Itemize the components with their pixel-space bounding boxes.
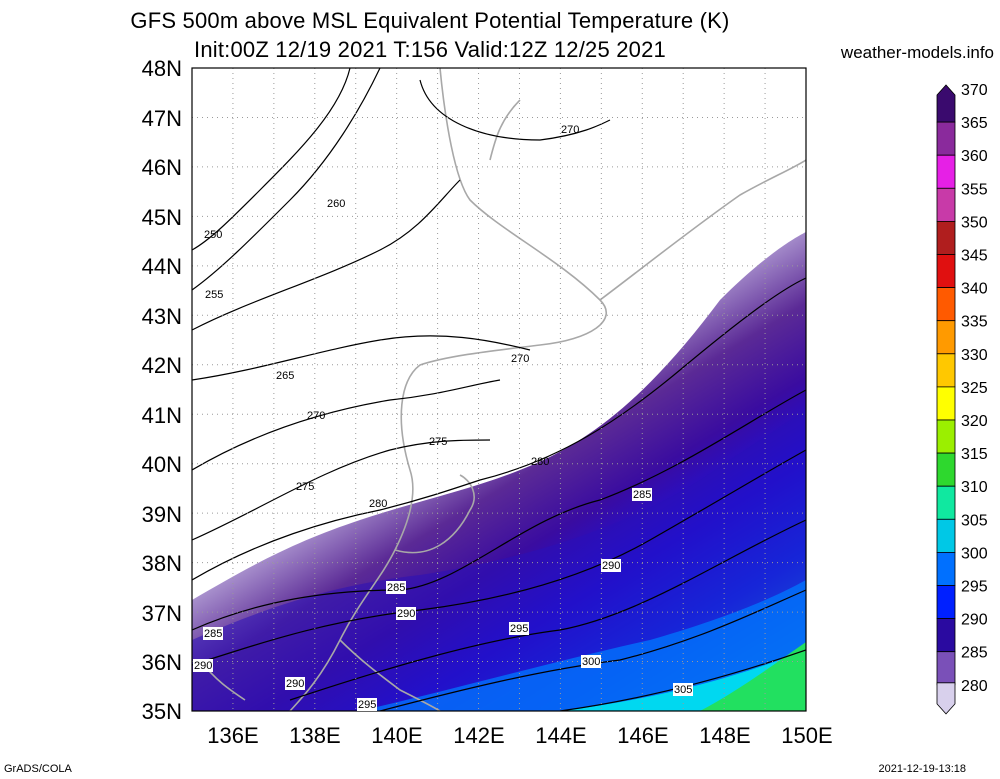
lat-label: 43N xyxy=(142,304,182,329)
graticule xyxy=(192,68,806,711)
colorbar-swatch xyxy=(936,254,956,288)
colorbar-tick-label: 300 xyxy=(961,545,988,562)
contour-label: 290 xyxy=(286,678,304,690)
lat-label: 47N xyxy=(142,106,182,131)
contour-label: 300 xyxy=(582,656,600,668)
contour-label: 290 xyxy=(397,608,415,620)
lat-label: 41N xyxy=(142,403,182,428)
contour-label: 285 xyxy=(387,582,405,594)
contour-label: 265 xyxy=(276,370,294,382)
contour-label: 305 xyxy=(674,684,692,696)
lon-label: 148E xyxy=(699,723,750,748)
colorbar-swatch xyxy=(936,518,956,553)
colorbar-tick-label: 345 xyxy=(961,248,988,265)
site-credit: weather-models.info xyxy=(840,43,994,62)
colorbar-tick-label: 285 xyxy=(961,645,988,662)
contour-label: 280 xyxy=(531,456,549,468)
colorbar-tick-label: 355 xyxy=(961,181,988,198)
colorbar-swatch xyxy=(936,618,956,653)
contours xyxy=(192,68,806,711)
contour-label: 285 xyxy=(204,628,222,640)
colorbar-swatch xyxy=(936,386,956,421)
colorbar-swatch xyxy=(936,353,956,388)
colorbar-swatch xyxy=(936,287,956,322)
colorbar-tick-label: 295 xyxy=(961,579,988,596)
colorbar-swatch xyxy=(936,419,956,454)
colorbar-swatch xyxy=(936,320,956,355)
colorbar-tick-label: 305 xyxy=(961,512,988,529)
lon-label: 144E xyxy=(535,723,586,748)
colorbar-tick-label: 350 xyxy=(961,214,988,231)
lat-label: 37N xyxy=(142,601,182,626)
lon-label: 138E xyxy=(289,723,340,748)
lon-label: 136E xyxy=(207,723,258,748)
colorbar-swatch xyxy=(936,485,956,520)
colorbar-tick-label: 370 xyxy=(961,82,988,99)
contour-label: 250 xyxy=(204,229,222,241)
colorbar-tick-label: 360 xyxy=(961,148,988,165)
lat-label: 35N xyxy=(142,699,182,724)
contour-label: 255 xyxy=(205,289,223,301)
contour-label: 270 xyxy=(511,353,529,365)
colorbar-tick-label: 310 xyxy=(961,479,988,496)
lon-label: 150E xyxy=(781,723,832,748)
lat-label: 38N xyxy=(142,551,182,576)
colorbar-swatch xyxy=(936,682,956,715)
colorbar-swatch xyxy=(936,552,956,586)
lon-label: 142E xyxy=(453,723,504,748)
footer-credit: GrADS/COLA xyxy=(4,763,72,775)
contour-label: 270 xyxy=(307,410,325,422)
colorbar-swatch xyxy=(936,154,956,189)
contour-label: 295 xyxy=(358,699,376,711)
colorbar-swatch xyxy=(936,84,956,123)
colorbar-swatch xyxy=(936,187,956,222)
chart-subtitle: Init:00Z 12/19 2021 T:156 Valid:12Z 12/2… xyxy=(194,37,666,62)
colorbar-tick-label: 280 xyxy=(961,678,988,695)
colorbar-swatch xyxy=(936,651,956,686)
lat-label: 39N xyxy=(142,502,182,527)
footer-timestamp: 2021-12-19-13:18 xyxy=(878,763,966,775)
contour-label: 285 xyxy=(633,489,651,501)
contour-label: 295 xyxy=(510,623,528,635)
contour-label: 290 xyxy=(194,660,212,672)
contour-label: 260 xyxy=(327,198,345,210)
chart-title: GFS 500m above MSL Equivalent Potential … xyxy=(130,8,730,33)
lat-label: 36N xyxy=(142,650,182,675)
contour-label: 275 xyxy=(429,436,447,448)
lat-label: 45N xyxy=(142,205,182,230)
lat-label: 48N xyxy=(142,56,182,81)
colorbar-swatch xyxy=(936,452,956,487)
colorbar-tick-label: 315 xyxy=(961,446,988,463)
lat-label: 40N xyxy=(142,452,182,477)
lon-label: 140E xyxy=(371,723,422,748)
contour-label: 290 xyxy=(602,560,620,572)
lon-axis: 136E 138E 140E 142E 144E 146E 148E 150E xyxy=(207,723,832,748)
lat-label: 42N xyxy=(142,353,182,378)
lat-label: 46N xyxy=(142,155,182,180)
colorbar-tick-label: 330 xyxy=(961,347,988,364)
contour-labels: 270 260 250 255 265 270 270 275 280 275 … xyxy=(193,124,693,711)
colorbar-tick-label: 340 xyxy=(961,281,988,298)
field-shading xyxy=(192,68,806,711)
lon-label: 146E xyxy=(617,723,668,748)
map-frame xyxy=(191,67,807,712)
colorbar-tick-label: 365 xyxy=(961,115,988,132)
contour-label: 280 xyxy=(369,498,387,510)
lat-label: 44N xyxy=(142,254,182,279)
colorbar-swatch xyxy=(936,121,956,156)
colorbar-tick-label: 335 xyxy=(961,314,988,331)
colorbar-tick-label: 320 xyxy=(961,413,988,430)
contour-label: 275 xyxy=(296,481,314,493)
colorbar: 370 365 360 355 350 345 340 335 330 325 320 315 310 3… xyxy=(936,82,988,715)
contour-label: 270 xyxy=(561,124,579,136)
colorbar-swatch xyxy=(936,220,956,255)
colorbar-swatch xyxy=(936,585,956,619)
colorbar-tick-label: 325 xyxy=(961,380,988,397)
colorbar-tick-label: 290 xyxy=(961,612,988,629)
lat-axis: 48N 47N 46N 45N 44N 43N 42N 41N 40N 39N … xyxy=(142,56,182,724)
